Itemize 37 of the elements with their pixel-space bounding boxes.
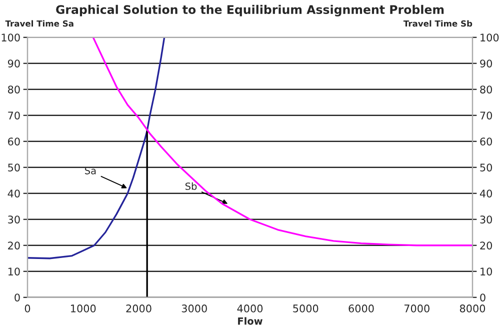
y-tick-label: 50 — [8, 164, 20, 172]
y-axis-title: Travel Time Sa — [5, 20, 74, 27]
y-tick-label: 70 — [8, 112, 20, 120]
x-tick-label: 4000 — [237, 304, 263, 312]
y2-tick-label: 90 — [480, 60, 492, 68]
y-tick-label: 0 — [14, 294, 20, 302]
y2-tick-label: 20 — [480, 242, 492, 250]
x-tick-label: 2000 — [126, 304, 152, 312]
x-tick-label: 6000 — [348, 304, 374, 312]
y2-tick-label: 40 — [480, 190, 492, 198]
y2-axis-title: Travel Time Sb — [403, 20, 472, 27]
y2-tick-label: 30 — [480, 216, 492, 224]
annotation: Sb — [185, 182, 197, 190]
y-tick-label: 30 — [8, 216, 20, 224]
y2-tick-label: 50 — [480, 164, 492, 172]
x-tick-label: 1000 — [71, 304, 96, 312]
y2-tick-label: 60 — [480, 138, 492, 146]
y-tick-label: 100 — [2, 34, 20, 42]
y-tick-label: 10 — [8, 268, 20, 276]
x-tick-label: 7000 — [404, 304, 430, 312]
y-tick-label: 60 — [8, 138, 20, 146]
chart-title: Graphical Solution to the Equilibrium Assignment Problem — [56, 4, 444, 16]
y-tick-label: 80 — [8, 86, 20, 94]
x-tick-label: 0 — [24, 304, 30, 312]
y2-tick-label: 100 — [480, 34, 499, 42]
y-tick-label: 90 — [8, 60, 20, 68]
y2-tick-label: 80 — [480, 86, 492, 94]
x-tick-label: 5000 — [293, 304, 318, 312]
line-series — [28, 37, 166, 260]
y2-tick-label: 0 — [480, 294, 486, 302]
y-tick-label: 40 — [8, 190, 20, 198]
y2-tick-label: 10 — [480, 268, 492, 276]
y2-tick-label: 70 — [480, 112, 492, 120]
x-axis-title: Flow — [238, 317, 262, 325]
x-tick-label: 8000 — [460, 304, 486, 312]
y-tick-label: 20 — [8, 242, 20, 250]
x-tick-label: 3000 — [182, 304, 207, 312]
